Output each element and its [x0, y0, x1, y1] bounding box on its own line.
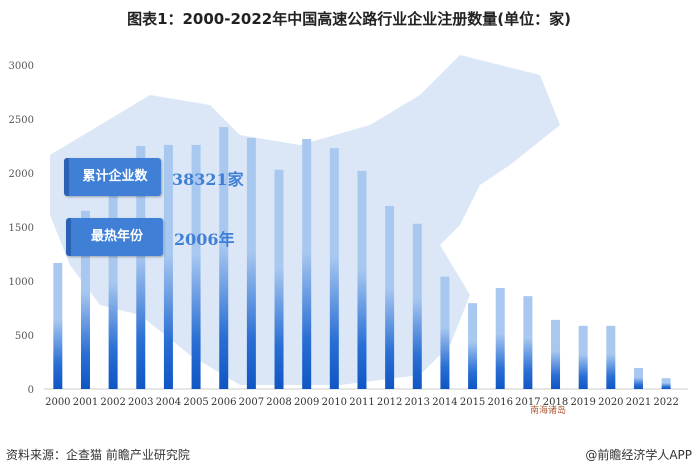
x-tick-label: 2000: [45, 397, 70, 408]
y-tick-label: 2000: [9, 169, 34, 180]
x-tick-label: 2017: [515, 397, 540, 408]
bar-2017: [523, 296, 533, 389]
bar-2000: [53, 262, 63, 389]
source-note: 资料来源：企查猫 前瞻产业研究院: [6, 448, 190, 462]
bar-2009: [302, 138, 312, 389]
chart-title: 图表1：2000-2022年中国高速公路行业企业注册数量(单位：家): [127, 10, 571, 28]
x-tick-label: 2001: [73, 397, 98, 408]
hottest-year-badge: 最热年份: [66, 218, 163, 256]
bar-2015: [468, 303, 478, 389]
bar-2011: [357, 170, 367, 389]
x-tick-label: 2005: [183, 397, 208, 408]
x-tick-label: 2018: [543, 397, 568, 408]
y-tick-label: 1000: [9, 277, 34, 288]
y-tick-label: 3000: [9, 61, 34, 72]
y-tick-label: 2500: [9, 115, 34, 126]
bar-2003: [136, 146, 146, 389]
bar-2019: [578, 325, 588, 389]
badge-label: 最热年份: [90, 229, 143, 244]
y-tick-label: 500: [15, 331, 34, 342]
bar-2013: [412, 223, 422, 389]
x-tick-label: 2006: [211, 397, 236, 408]
x-tick-label: 2009: [294, 397, 319, 408]
bar-2016: [495, 288, 505, 389]
y-tick-label: 0: [28, 385, 34, 396]
bar-2006: [219, 127, 229, 389]
bar-2002: [108, 192, 118, 389]
brand-label: @前瞻经济学人APP: [585, 448, 692, 462]
bar-2007: [246, 137, 256, 389]
map-label: 南海诸岛: [530, 406, 567, 416]
x-tick-label: 2014: [432, 397, 457, 408]
hottest-year-value: 2006年: [174, 230, 235, 249]
bar-2020: [606, 325, 616, 389]
x-tick-label: 2010: [322, 397, 347, 408]
bar-2004: [163, 144, 173, 389]
x-tick-label: 2003: [128, 397, 153, 408]
x-tick-label: 2021: [626, 397, 651, 408]
x-tick-label: 2019: [570, 397, 595, 408]
bar-2018: [551, 319, 561, 389]
bar-2005: [191, 144, 201, 389]
bar-2022: [661, 378, 671, 389]
x-tick-label: 2013: [405, 397, 430, 408]
bar-2010: [329, 148, 339, 389]
x-tick-label: 2011: [349, 397, 374, 408]
y-tick-label: 1500: [9, 223, 34, 234]
x-tick-label: 2007: [239, 397, 264, 408]
x-tick-label: 2016: [487, 397, 512, 408]
bar-2012: [385, 205, 395, 389]
x-tick-label: 2012: [377, 397, 402, 408]
total-companies-badge: 累计企业数: [64, 158, 161, 196]
bar-2001: [80, 210, 90, 389]
bar-2021: [633, 367, 643, 389]
total-companies-value: 38321家: [172, 170, 244, 189]
bar-2008: [274, 169, 284, 389]
x-tick-label: 2020: [598, 397, 623, 408]
x-tick-label: 2022: [653, 397, 678, 408]
x-tick-label: 2008: [266, 397, 291, 408]
x-tick-label: 2004: [156, 397, 181, 408]
bar-2014: [440, 276, 450, 389]
badge-label: 累计企业数: [82, 169, 148, 184]
x-tick-label: 2002: [100, 397, 125, 408]
x-tick-label: 2015: [460, 397, 485, 408]
